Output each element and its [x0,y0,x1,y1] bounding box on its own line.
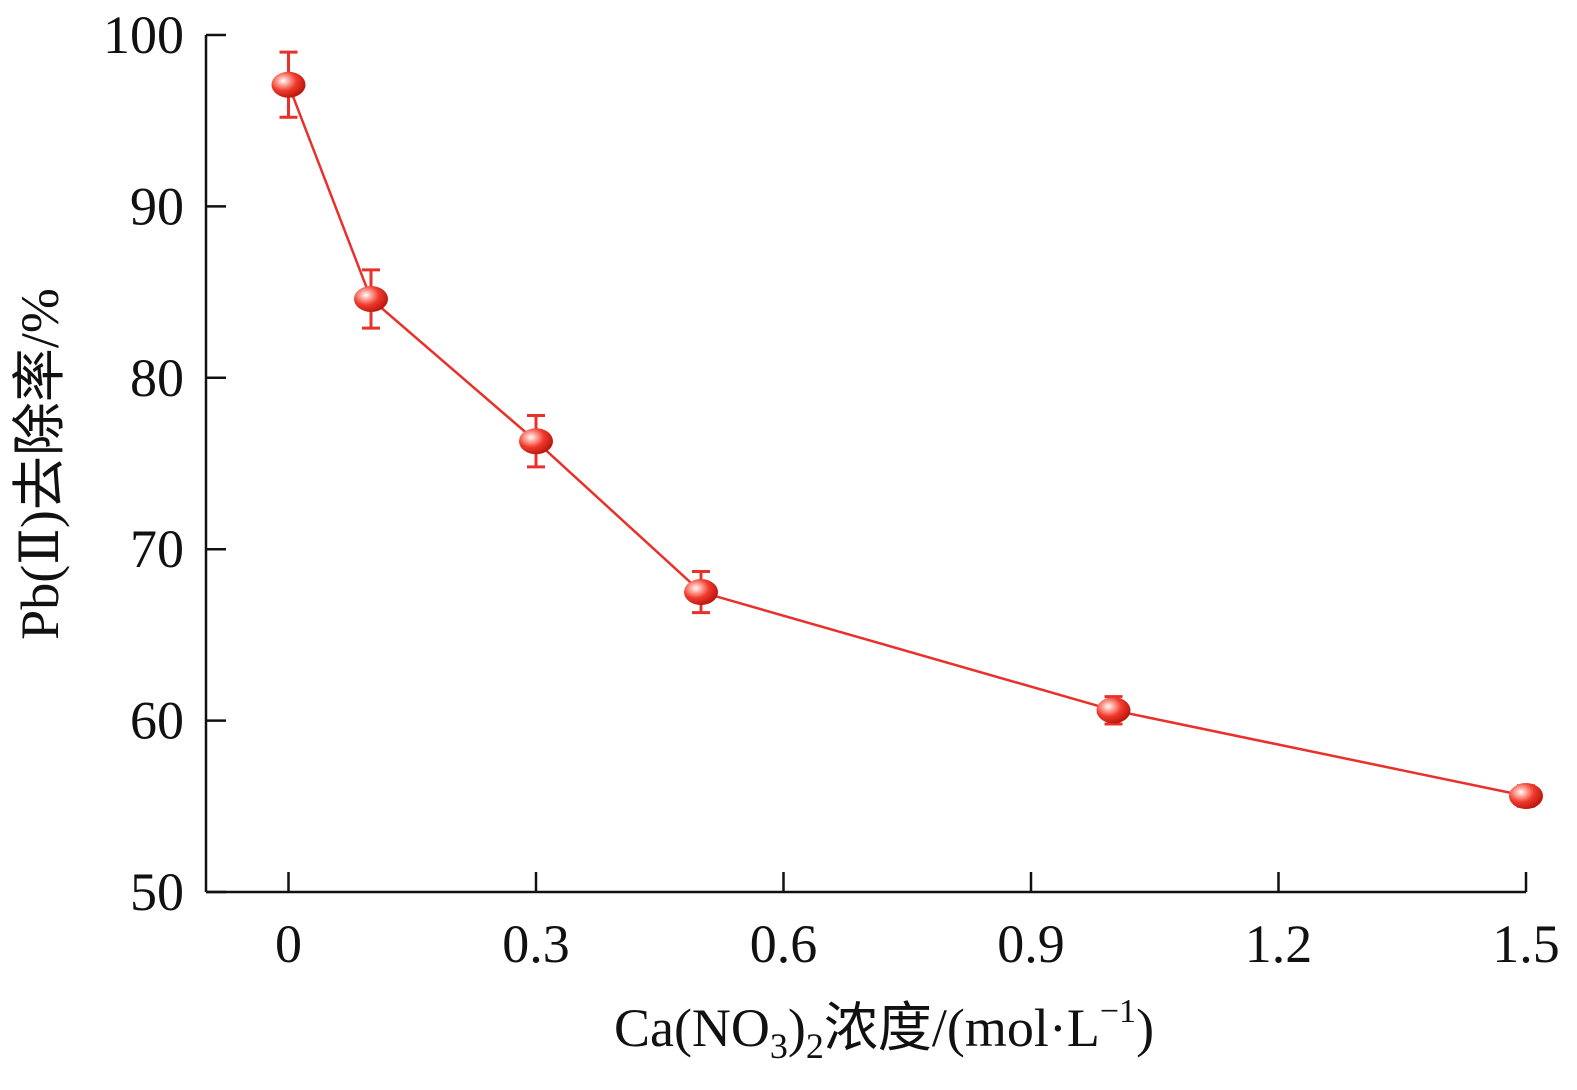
x-title-part-d: ) [1136,998,1154,1058]
data-point [354,285,388,312]
x-ticks [287,872,1528,892]
x-tick-label: 0.3 [502,914,570,974]
data-point [271,71,306,98]
x-title-part-a: Ca(NO [614,998,770,1058]
x-tick-label: 1.2 [1245,914,1313,974]
y-tick-label: 70 [130,519,184,579]
y-ticks [206,33,226,894]
series-line [287,84,1527,798]
series [271,50,1543,810]
data-point [684,579,718,606]
data-point [1509,783,1543,810]
y-tick-label: 50 [130,862,184,922]
y-tick-label: 60 [130,691,184,751]
y-axis-title: Pb(Ⅱ)去除率/% [10,288,70,640]
x-tick-label: 0 [275,914,302,974]
x-title-part-c: 浓度/(mol·L [824,998,1100,1058]
y-tick-label: 80 [130,348,184,408]
x-tick-label: 0.9 [997,914,1065,974]
x-title-sub-2: 2 [806,1026,824,1066]
axes [204,35,1526,894]
y-tick-label: 100 [103,5,184,65]
x-tick-labels: 0 0.3 0.6 0.9 1.2 1.5 [275,914,1560,974]
y-tick-labels: 50 60 70 80 90 100 [103,5,184,922]
y-tick-label: 90 [130,176,184,236]
x-title-sup: −1 [1100,993,1136,1030]
x-tick-label: 0.6 [750,914,818,974]
data-point [1096,697,1131,724]
data-point [519,428,553,455]
x-title-sub-1: 3 [770,1026,788,1066]
x-title-part-b: ) [788,998,806,1058]
x-tick-label: 1.5 [1492,914,1560,974]
x-axis-title: Ca(NO3)2浓度/(mol·L−1) [614,993,1154,1066]
